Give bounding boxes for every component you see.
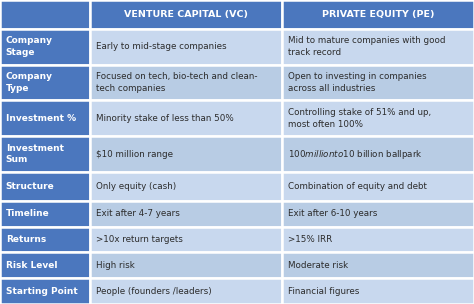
Bar (0, 252, 90, 278)
Text: Company
Stage: Company Stage (6, 36, 53, 57)
Text: Exit after 6-10 years: Exit after 6-10 years (288, 209, 377, 218)
Text: Minority stake of less than 50%: Minority stake of less than 50% (96, 114, 234, 123)
Bar (90, 29, 282, 65)
Text: Company
Type: Company Type (6, 72, 53, 93)
Text: VENTURE CAPITAL (VC): VENTURE CAPITAL (VC) (124, 10, 248, 19)
Text: Focused on tech, bio-tech and clean-
tech companies: Focused on tech, bio-tech and clean- tec… (96, 72, 257, 93)
Bar (0, 201, 90, 227)
Text: Mid to mature companies with good
track record: Mid to mature companies with good track … (288, 36, 445, 57)
Text: Starting Point: Starting Point (6, 287, 77, 295)
Text: Investment %: Investment % (6, 114, 76, 123)
Bar (90, 0, 282, 29)
Bar (282, 201, 474, 227)
Bar (282, 136, 474, 172)
Text: Open to investing in companies
across all industries: Open to investing in companies across al… (288, 72, 426, 93)
Text: Combination of equity and debt: Combination of equity and debt (288, 182, 427, 191)
Text: $100 million to $10 billion ballpark: $100 million to $10 billion ballpark (288, 148, 422, 161)
Text: $10 million range: $10 million range (96, 150, 173, 159)
Bar (282, 29, 474, 65)
Bar (282, 227, 474, 252)
Text: Moderate risk: Moderate risk (288, 261, 348, 270)
Text: Investment
Sum: Investment Sum (6, 144, 64, 164)
Bar (282, 0, 474, 29)
Text: High risk: High risk (96, 261, 135, 270)
Bar (282, 65, 474, 100)
Text: >10x return targets: >10x return targets (96, 235, 182, 244)
Text: Structure: Structure (6, 182, 55, 191)
Bar (282, 172, 474, 201)
Bar (0, 172, 90, 201)
Text: PRIVATE EQUITY (PE): PRIVATE EQUITY (PE) (322, 10, 434, 19)
Bar (0, 29, 90, 65)
Bar (0, 278, 90, 304)
Bar (90, 252, 282, 278)
Bar (90, 136, 282, 172)
Text: Exit after 4-7 years: Exit after 4-7 years (96, 209, 180, 218)
Bar (90, 227, 282, 252)
Bar (0, 136, 90, 172)
Text: Returns: Returns (6, 235, 46, 244)
Text: Early to mid-stage companies: Early to mid-stage companies (96, 42, 227, 51)
Text: Financial figures: Financial figures (288, 287, 359, 295)
Bar (0, 227, 90, 252)
Text: Only equity (cash): Only equity (cash) (96, 182, 176, 191)
Bar (282, 100, 474, 136)
Bar (90, 172, 282, 201)
Text: People (founders /leaders): People (founders /leaders) (96, 287, 211, 295)
Bar (90, 278, 282, 304)
Bar (90, 65, 282, 100)
Text: Timeline: Timeline (6, 209, 49, 218)
Bar (0, 65, 90, 100)
Bar (282, 278, 474, 304)
Bar (90, 100, 282, 136)
Text: Risk Level: Risk Level (6, 261, 57, 270)
Text: Controlling stake of 51% and up,
most often 100%: Controlling stake of 51% and up, most of… (288, 108, 431, 129)
Text: >15% IRR: >15% IRR (288, 235, 332, 244)
Bar (282, 252, 474, 278)
Bar (90, 201, 282, 227)
Bar (0, 0, 90, 29)
Bar (0, 100, 90, 136)
